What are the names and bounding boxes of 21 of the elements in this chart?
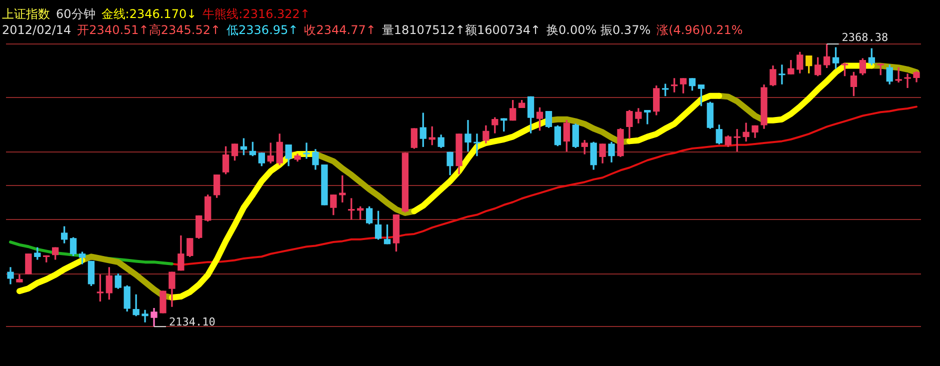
text: 2012/02/14 [2,23,72,37]
candlestick [96,274,104,302]
text: 换0.00% 振0.37% [546,23,651,37]
candlestick [877,64,884,76]
text: 低2336.95↑ [226,23,298,37]
chart-title: 上证指数 [2,7,50,21]
text: 牛熊线:2316.322↑ [202,7,310,21]
text: 量18107512↑额1600734↑ [382,23,541,37]
annotation: 2368.38 [842,30,888,44]
candlestick [160,290,166,314]
candlestick [321,164,328,206]
candlestick [662,84,669,96]
text: 收2344.77↑ [304,23,376,37]
text: 金线:2346.170↓ [101,7,197,21]
text: 涨(4.96)0.21% [656,23,743,37]
chart-subtitle: 60分钟 [56,7,96,21]
candlestick [841,62,848,76]
text: 开2340.51↑高2345.52↑ [77,23,221,37]
candlestick [303,142,310,159]
annotation: 2134.10 [169,315,216,328]
candlestick [25,254,32,274]
